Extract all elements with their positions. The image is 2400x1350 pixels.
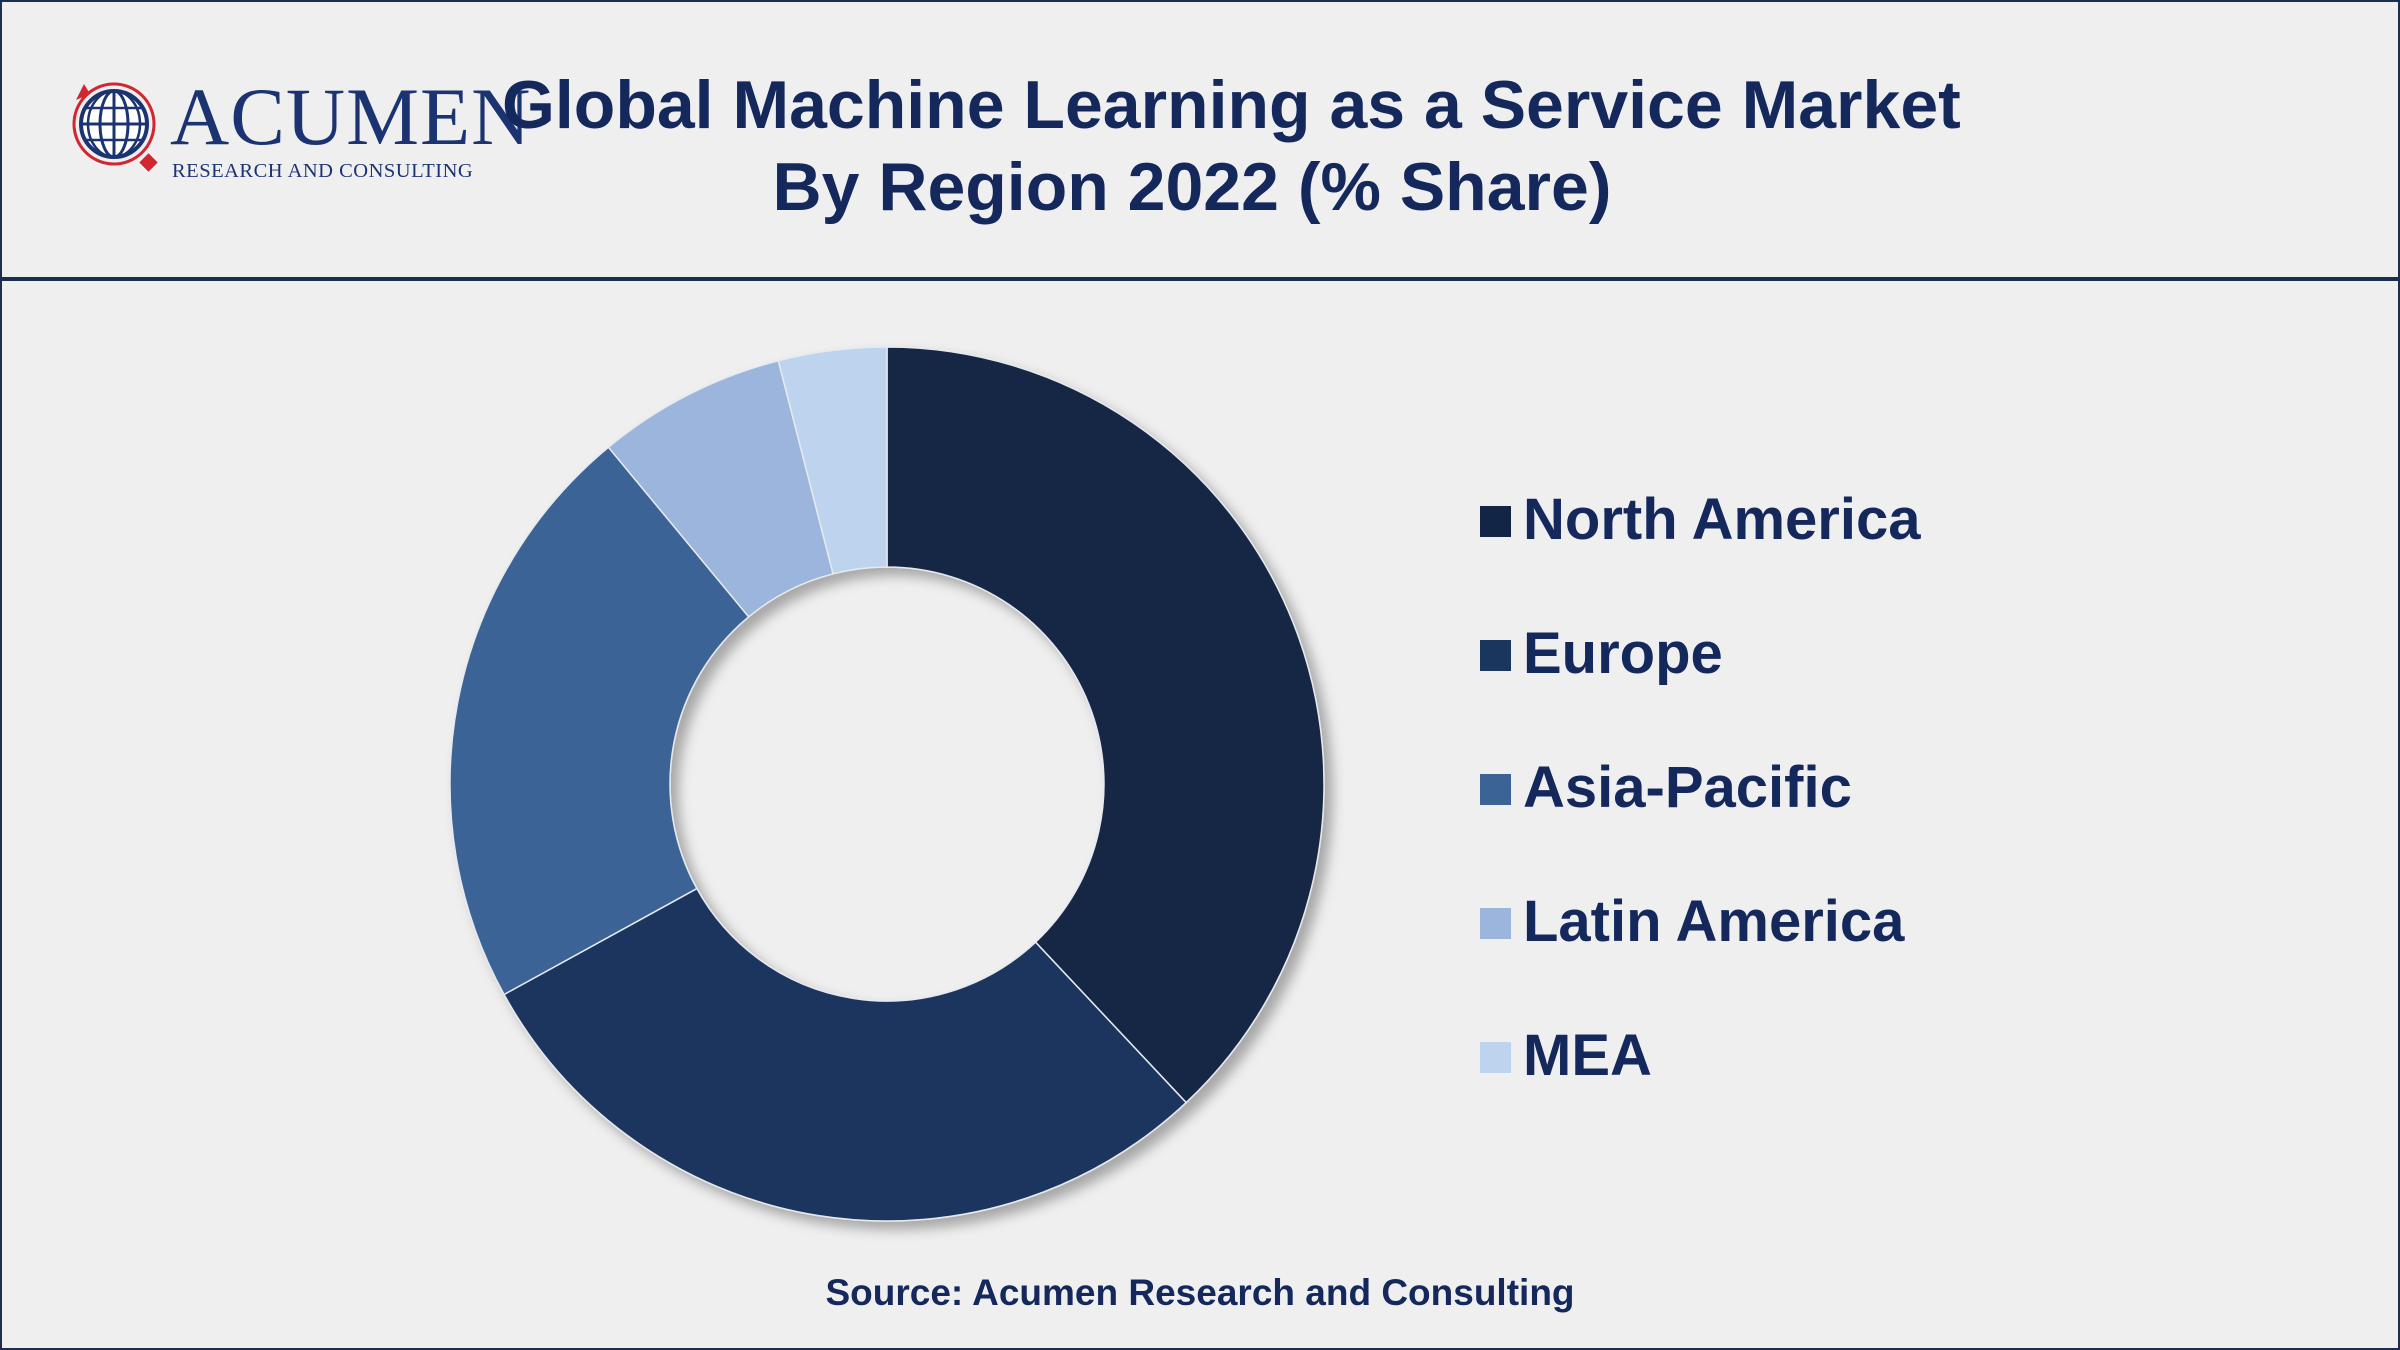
slice-europe [503,887,1188,1222]
legend-label: North America [1523,487,1921,552]
title-line-1: Global Machine Learning as a Service Mar… [502,67,1961,143]
title-line-2: By Region 2022 (% Share) [772,149,1612,225]
slice-mea [777,346,888,575]
legend-label: Europe [1523,621,1723,686]
legend-label: Asia-Pacific [1523,755,1852,820]
donut-chart [449,346,1325,1222]
legend-label: Latin America [1523,889,1905,954]
page-title: Global Machine Learning as a Service Mar… [502,64,1961,228]
legend-swatch [1480,506,1511,537]
legend-swatch [1480,1042,1511,1073]
legend-swatch [1480,908,1511,939]
slice-north-america [886,346,1325,1104]
header: ACUMEN RESEARCH AND CONSULTING Global Ma… [2,2,2398,281]
legend-swatch [1480,640,1511,671]
legend-swatch [1480,774,1511,805]
brand-tagline: RESEARCH AND CONSULTING [172,160,474,182]
legend-label: MEA [1523,1023,1652,1088]
brand-logo: ACUMEN RESEARCH AND CONSULTING [66,70,530,190]
globe-icon [72,82,158,172]
brand-wordmark: ACUMEN [170,71,532,162]
donut-slices [449,346,1325,1222]
source-note: Source: Acumen Research and Consulting [825,1272,1575,1313]
slice-asia-pacific [449,446,750,996]
